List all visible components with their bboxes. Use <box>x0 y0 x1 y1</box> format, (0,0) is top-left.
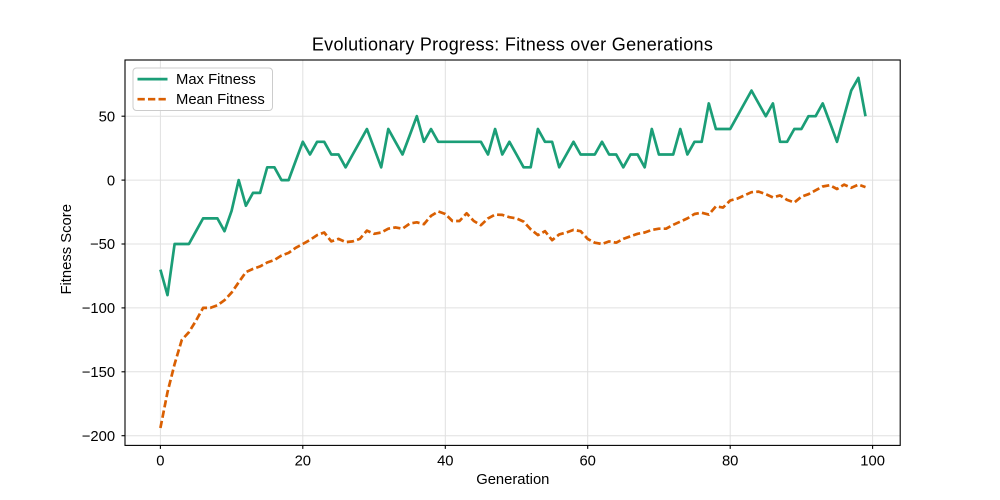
svg-text:−150: −150 <box>82 365 115 381</box>
svg-text:80: 80 <box>722 454 738 470</box>
svg-text:Generation: Generation <box>476 472 549 488</box>
svg-text:20: 20 <box>295 454 311 470</box>
svg-text:Evolutionary Progress: Fitness: Evolutionary Progress: Fitness over Gene… <box>312 35 713 55</box>
svg-text:50: 50 <box>99 109 115 125</box>
svg-text:−50: −50 <box>90 237 115 253</box>
svg-text:Mean Fitness: Mean Fitness <box>176 92 265 108</box>
svg-text:0: 0 <box>156 454 164 470</box>
svg-text:40: 40 <box>437 454 453 470</box>
svg-text:60: 60 <box>579 454 595 470</box>
svg-text:0: 0 <box>107 173 115 189</box>
svg-text:Fitness Score: Fitness Score <box>59 204 75 294</box>
svg-text:−200: −200 <box>82 429 115 445</box>
svg-text:100: 100 <box>860 454 885 470</box>
svg-text:Max Fitness: Max Fitness <box>176 72 256 88</box>
svg-text:−100: −100 <box>82 301 115 317</box>
